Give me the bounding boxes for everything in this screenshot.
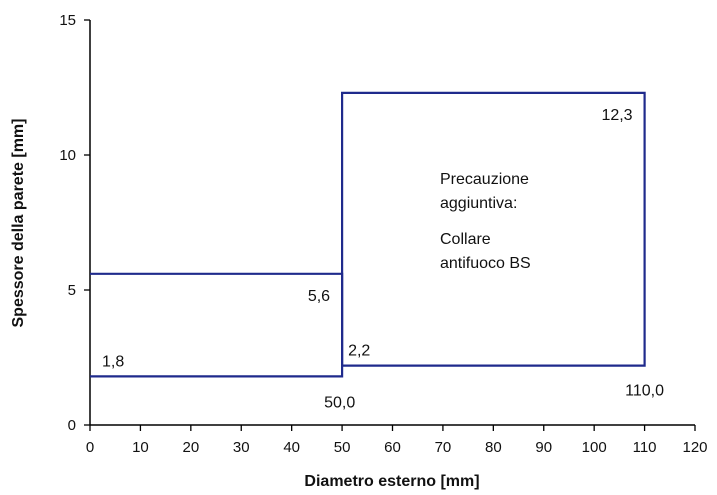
- x-tick-label: 10: [132, 439, 149, 456]
- labels-layer: 1,8 5,6 50,0 2,2 12,3 110,0: [102, 107, 664, 411]
- y-tick-label: 0: [68, 417, 76, 434]
- x-axis-title: Diametro esterno [mm]: [304, 473, 479, 490]
- x-tick-label: 30: [233, 439, 250, 456]
- data-label: 5,6: [308, 288, 330, 305]
- annotation-line-2: aggiuntiva:: [440, 195, 517, 212]
- data-label: 50,0: [324, 394, 355, 411]
- x-tick-label: 120: [682, 439, 707, 456]
- x-tick-label: 60: [384, 439, 401, 456]
- x-tick-label: 110: [633, 439, 657, 456]
- series-layer: [90, 91, 646, 378]
- data-label: 110,0: [625, 383, 664, 400]
- y-axis-title: Spessore della parete [mm]: [10, 119, 27, 328]
- x-tick-label: 50: [334, 439, 351, 456]
- y-tick-label: 15: [59, 12, 76, 29]
- annotation-block: Precauzione aggiuntiva: Collare antifuoc…: [440, 171, 531, 272]
- axes-layer: 0 10 20 30 40 50 60 70 80 90 100 110 120 0 5 10 15: [59, 12, 707, 456]
- y-tick-label: 5: [68, 282, 76, 299]
- data-label: 2,2: [348, 343, 370, 360]
- x-tick-label: 80: [485, 439, 502, 456]
- x-tick-label: 70: [435, 439, 452, 456]
- annotation-line-3: Collare: [440, 231, 491, 248]
- annotation-line-4: antifuoco BS: [440, 255, 531, 272]
- x-tick-label: 20: [182, 439, 199, 456]
- x-tick-label: 90: [535, 439, 552, 456]
- x-tick-label: 100: [582, 439, 607, 456]
- series-line-1: [90, 272, 344, 378]
- data-label: 1,8: [102, 353, 124, 370]
- x-tick-label: 0: [86, 439, 94, 456]
- annotation-line-1: Precauzione: [440, 171, 529, 188]
- data-label: 12,3: [601, 107, 632, 124]
- series-line-2: [341, 91, 646, 367]
- y-tick-label: 10: [59, 147, 76, 164]
- x-tick-label: 40: [283, 439, 300, 456]
